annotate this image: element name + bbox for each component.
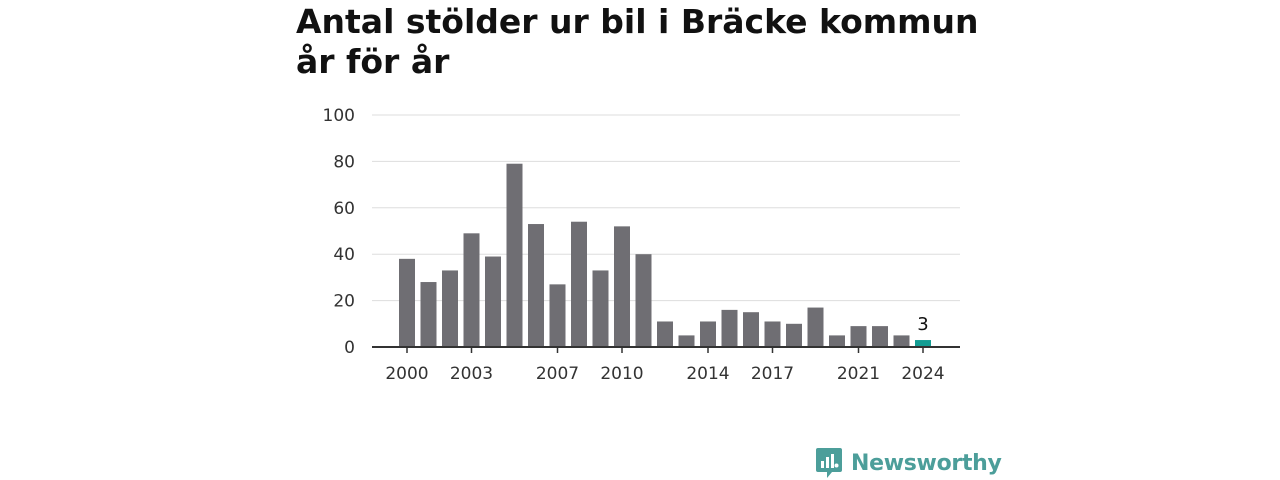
chart-title: Antal stölder ur bil i Bräcke kommun år …: [296, 2, 979, 81]
bar: [850, 326, 867, 347]
x-tick-label: 2014: [686, 364, 729, 384]
bar: [807, 307, 824, 347]
bar: [657, 321, 673, 347]
bar: [786, 323, 802, 347]
bar: [614, 226, 630, 347]
bar: [872, 326, 888, 347]
y-tick-label: 100: [323, 106, 355, 126]
bar: [743, 312, 759, 347]
bar: [528, 224, 544, 347]
x-tick-label: 2017: [751, 364, 794, 384]
y-tick-label: 80: [333, 152, 355, 172]
y-tick-label: 0: [344, 338, 355, 358]
bar: [485, 256, 501, 347]
bar: [571, 221, 587, 347]
x-tick-label: 2000: [385, 364, 428, 384]
x-tick-label: 2021: [837, 364, 880, 384]
bar: [442, 270, 458, 347]
brand-name: Newsworthy: [851, 450, 1002, 476]
bar: [893, 335, 910, 347]
bar: [420, 282, 437, 347]
x-tick-label: 2003: [450, 364, 493, 384]
bar: [506, 163, 523, 347]
bar: [549, 284, 566, 347]
bar-chart: 0 20 40 60 80 100 2000 2003 2007 2010 2014 2017 2021…: [323, 106, 960, 384]
x-tick-label: 2010: [600, 364, 643, 384]
newsworthy-brand[interactable]: Newsworthy: [815, 446, 1002, 480]
newsworthy-logo-icon: [816, 448, 842, 478]
data-label: 3: [917, 314, 928, 335]
bar: [700, 321, 716, 347]
y-tick-label: 60: [333, 199, 355, 219]
bar: [915, 340, 931, 347]
bar: [592, 270, 609, 347]
bar: [463, 233, 480, 347]
bar: [721, 309, 738, 347]
bar: [678, 335, 695, 347]
y-tick-label: 40: [333, 245, 355, 265]
bar: [764, 321, 781, 347]
bar: [829, 335, 845, 347]
x-tick-label: 2024: [901, 364, 944, 384]
x-tick-label: 2007: [536, 364, 579, 384]
bar: [635, 254, 652, 347]
y-tick-label: 20: [333, 292, 355, 312]
bar: [399, 258, 415, 347]
